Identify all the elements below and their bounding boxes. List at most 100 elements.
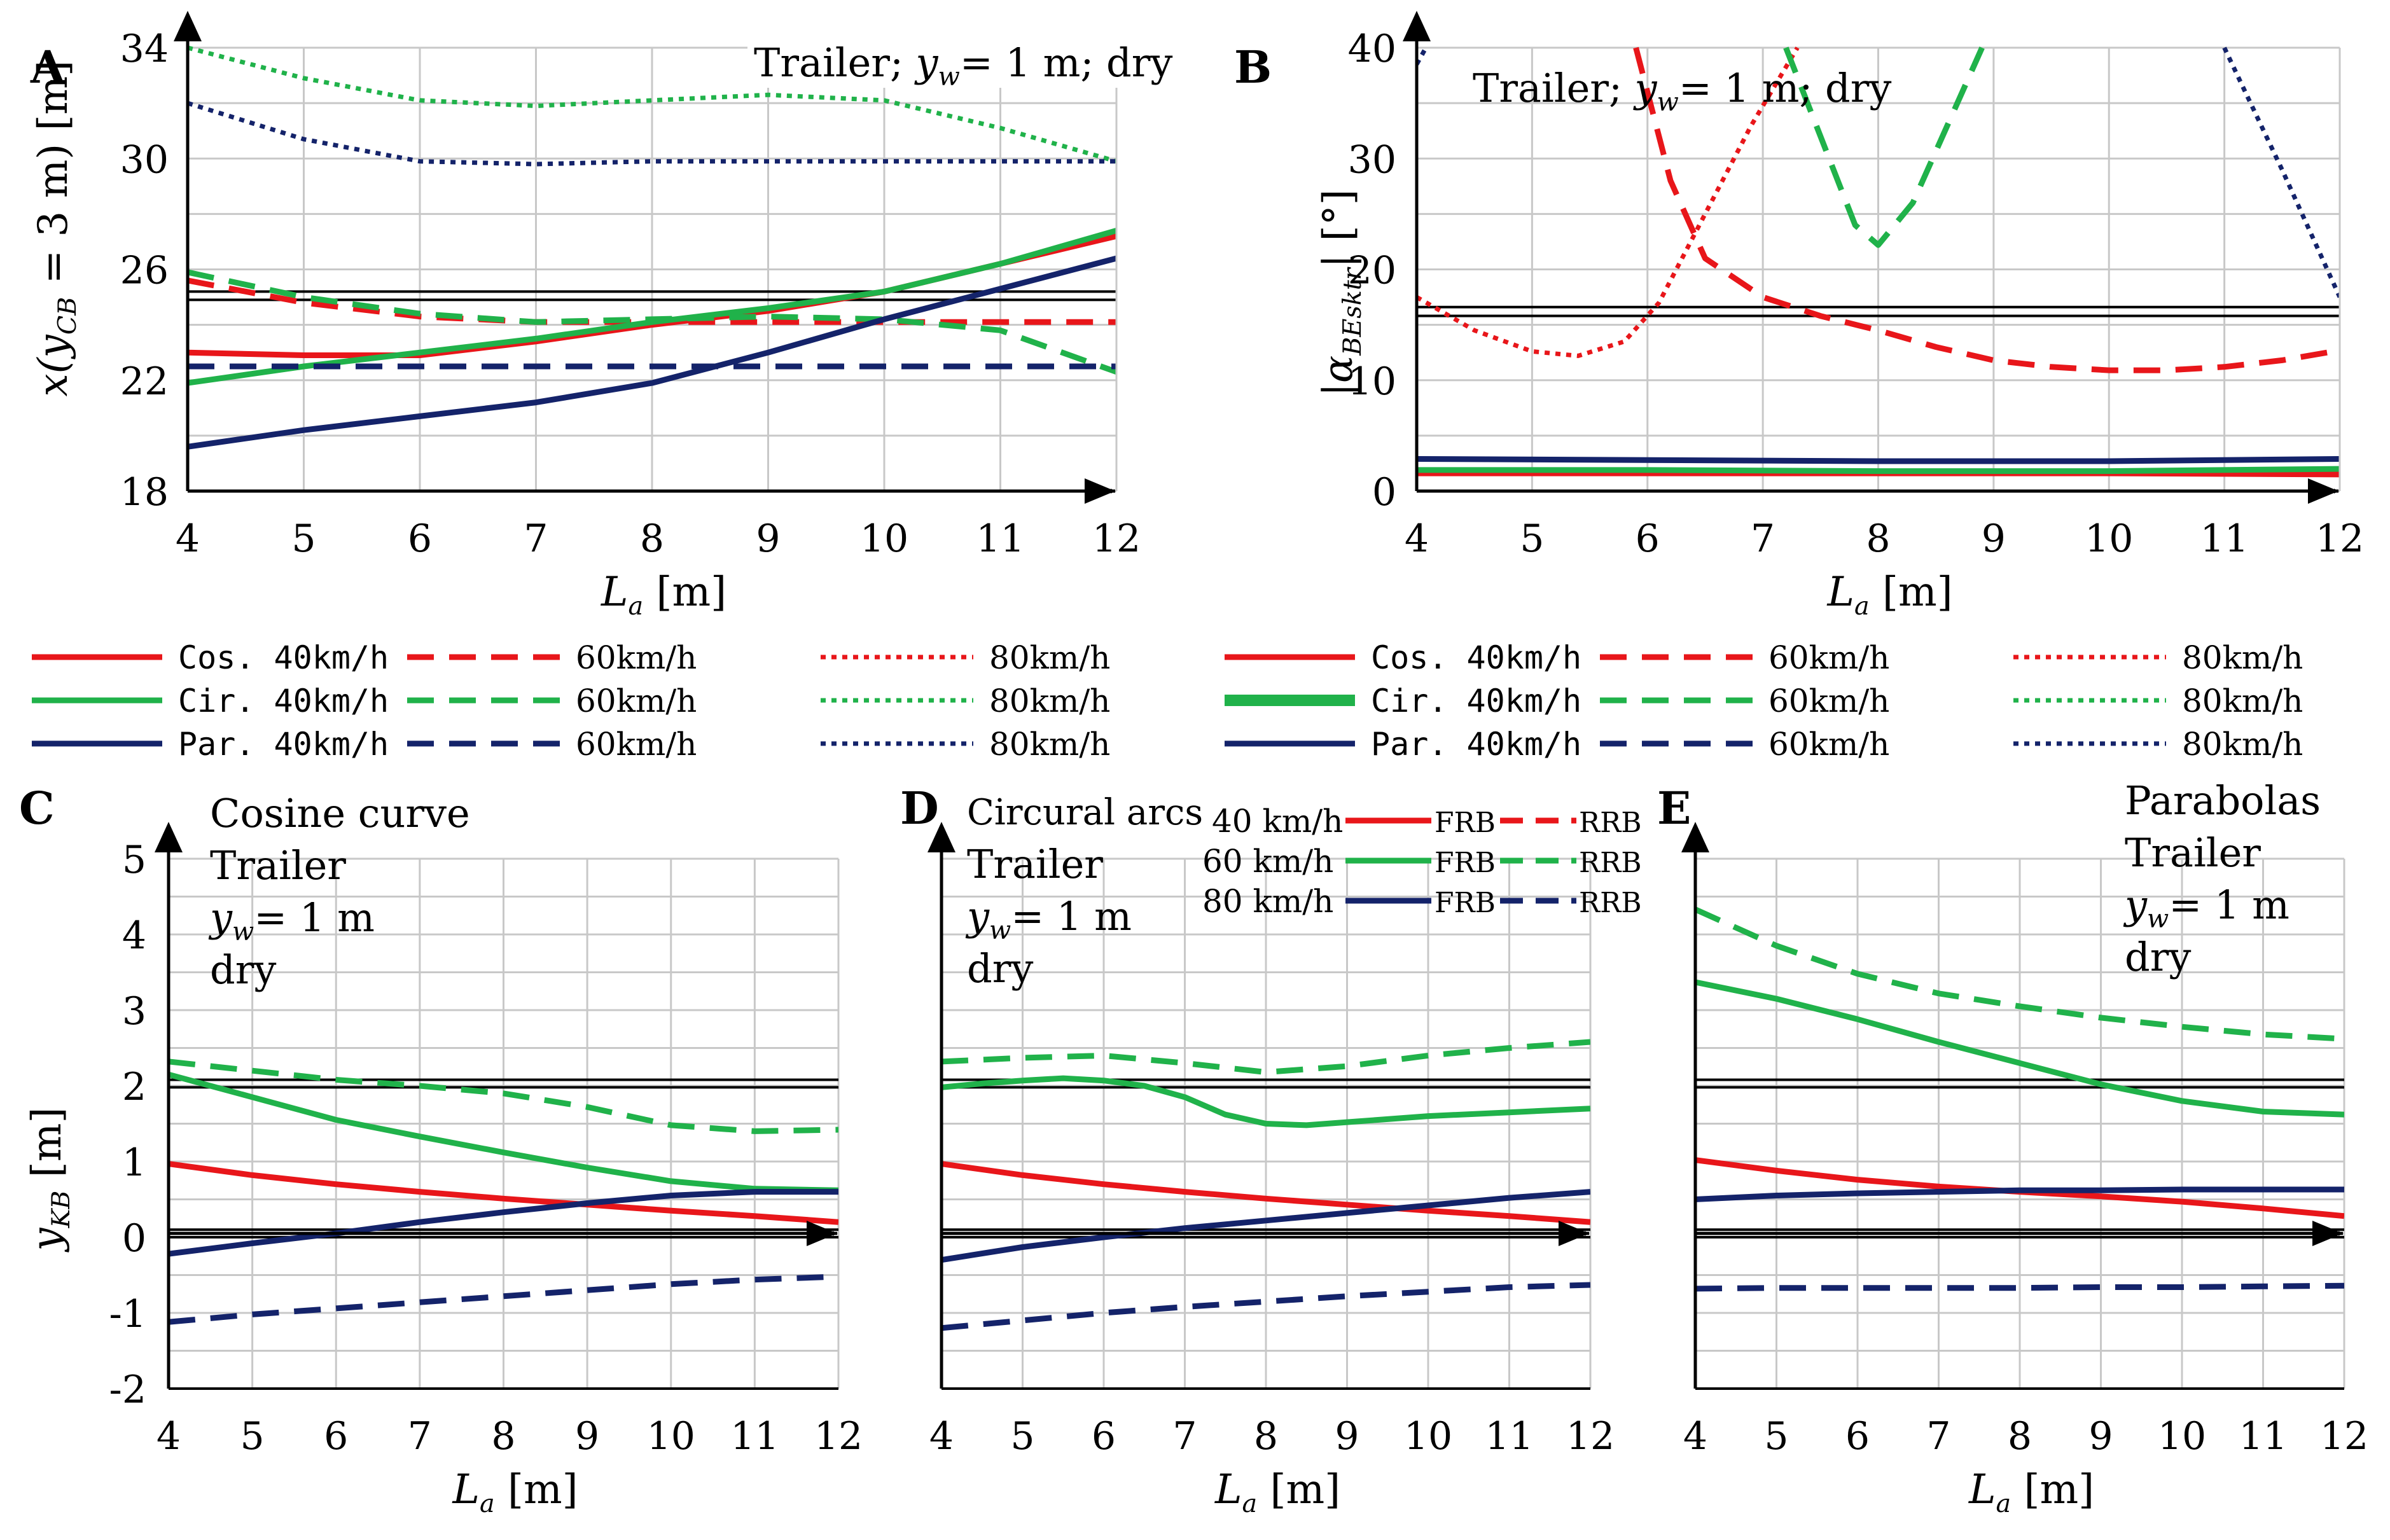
series-60-km-h-frb [1695,979,2344,1118]
panel-annotation-line: Trailer [967,841,1103,887]
series-par-40km-h [188,255,1116,450]
series-60-km-h-rrb [169,1058,838,1134]
chart-panel-a: 4 5 6 7 8 9 10 11 12 18 22 26 30 34 La [m] x(yCB = 3 m)… [30,11,1205,621]
x-tick-label: 10 [1404,1414,1452,1459]
x-tick-label: 12 [1092,517,1141,561]
panel-annotation-line: dry [210,947,276,993]
x-axis-arrow [2308,478,2338,504]
series-cir-60km-h [188,269,1116,375]
x-tick-label: 9 [2088,1414,2113,1459]
legend-frb: FRB [1435,847,1496,879]
y-tick-label: -1 [109,1292,146,1336]
x-axis-label: La [m] [1968,1466,2094,1518]
x-tick-label: 10 [2158,1414,2206,1459]
panel-annotation-title: Circural arcs [967,792,1203,833]
x-tick-label: 5 [240,1414,265,1459]
y-tick-label: 0 [122,1216,146,1261]
x-axis-label: La [m] [452,1466,578,1518]
x-tick-label: 12 [2320,1414,2368,1459]
y-axis-label: x(yCB = 3 m) [m] [30,60,82,397]
legend-rrb: RRB [1579,847,1642,879]
legend-label: 80km/h [2182,683,2303,719]
x-axis-label: La [m] [1214,1466,1340,1518]
x-tick-label: 6 [1092,1414,1116,1459]
panel-letter-e: E [1657,782,1691,835]
series-80-km-h-rrb [169,1273,838,1325]
x-tick-label: 7 [408,1414,432,1459]
y-tick-label: 0 [1372,470,1396,515]
series-80-km-h-frb [1695,1186,2344,1202]
x-tick-label: 8 [2008,1414,2032,1459]
legend-speed: 80 km/h [1202,883,1333,920]
series-80-km-h-frb [169,1189,838,1257]
y-tick-label: 10 [1348,359,1396,404]
x-tick-label: 9 [1982,517,2006,561]
series-par-40km-h [1417,456,2340,464]
y-tick-label: 34 [120,27,169,71]
x-tick-label: 9 [575,1414,599,1459]
x-tick-label: 10 [860,517,908,561]
panel-annotation-line: dry [2125,934,2191,980]
legend-top: Cos. 40km/h 60km/h 80km/h Cir. 40km/h 60km/h… [32,639,2303,763]
x-axis-arrow [807,1221,837,1247]
x-axis-arrow [2312,1221,2343,1247]
x-tick-label: 10 [647,1414,695,1459]
x-tick-label: 9 [1335,1414,1359,1459]
x-tick-label: 4 [176,517,200,561]
x-axis-label: La [m] [1827,569,1953,621]
legend-label: 80km/h [989,639,1110,676]
x-tick-label: 12 [2316,517,2364,561]
x-tick-label: 11 [1485,1414,1533,1459]
y-axis-label: |αBEsktr| [°] [1315,189,1367,396]
legend-label: 80km/h [989,726,1110,763]
series-60-km-h-frb [941,1075,1590,1128]
legend-label: Par. 40km/h [1371,726,1581,763]
y-tick-label: -2 [109,1368,146,1412]
y-tick-label: 26 [120,249,169,293]
x-tick-label: 7 [1926,1414,1950,1459]
legend-label: Cir. 40km/h [178,683,389,719]
x-tick-label: 5 [1764,1414,1788,1459]
legend-label: 60km/h [1768,726,1889,763]
series-par-80km-h-right- [2222,46,2340,298]
y-tick-label: 2 [122,1065,146,1109]
x-tick-label: 11 [2239,1414,2287,1459]
panel-annotation-yw: yw= 1 m [965,893,1132,945]
panel-letter-d: D [900,782,939,835]
y-tick-label: 3 [122,989,146,1034]
series-60-km-h-frb [169,1071,838,1193]
series-40-km-h-frb [941,1161,1590,1225]
series-cos-80km-h [1417,46,1800,358]
panel-annotation-yw: yw= 1 m [2123,882,2289,934]
legend-speed: 60 km/h [1202,843,1333,880]
x-tick-label: 11 [730,1414,779,1459]
series-cos-60km-h [1633,46,2340,373]
y-tick-label: 30 [1348,137,1396,182]
series-40-km-h-frb [169,1161,838,1225]
series-80-km-h-rrb [1695,1282,2344,1292]
x-tick-label: 5 [1520,517,1544,561]
y-axis-arrow [1681,822,1709,852]
x-axis-arrow [1559,1221,1589,1247]
legend-label: Cos. 40km/h [178,639,389,676]
series-80-km-h-rrb [941,1282,1590,1331]
series-60-km-h-rrb [1695,906,2344,1042]
y-axis-arrow [928,822,955,852]
legend-frb: FRB [1435,887,1496,919]
x-tick-label: 5 [291,517,316,561]
x-tick-label: 7 [1751,517,1775,561]
chart-panel-d: 4 5 6 7 8 9 10 11 12 La [m] D Circural arcs Trailer y… [900,782,1615,1518]
y-axis-arrow [1403,11,1431,41]
y-axis-arrow [155,822,183,852]
panel-letter-b: B [1234,41,1272,94]
x-tick-label: 6 [408,517,432,561]
x-axis-arrow [1085,478,1115,504]
panel-annotation-title: Parabolas [2125,777,2321,824]
panel-letter-c: C [19,782,55,835]
x-tick-label: 8 [1254,1414,1278,1459]
legend-speed: 40 km/h [1212,803,1343,840]
x-tick-label: 8 [640,517,664,561]
